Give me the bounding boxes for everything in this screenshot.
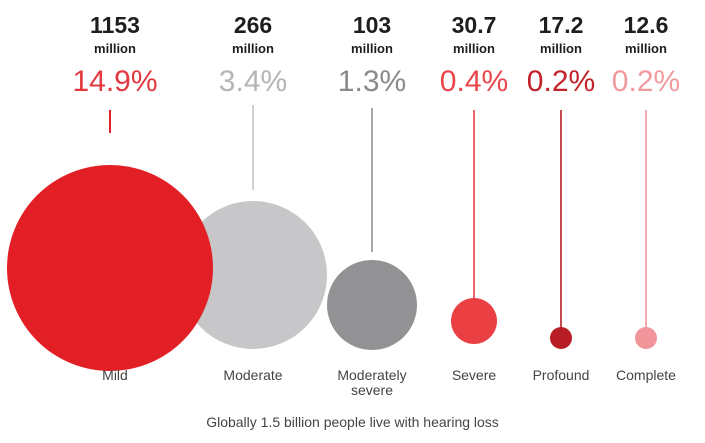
bubble-profound xyxy=(550,327,572,349)
percent-label-profound: 0.2% xyxy=(526,65,596,98)
unit-label-profound: million xyxy=(540,41,582,56)
category-label-profound: Profound xyxy=(532,367,590,383)
category-label-moderately-severe: Moderately severe xyxy=(337,367,407,398)
percent-label-mild: 14.9% xyxy=(72,65,158,98)
unit-label-complete: million xyxy=(625,41,667,56)
category-label-severe: Severe xyxy=(451,367,497,383)
bubble-moderately-severe xyxy=(327,260,417,350)
percent-label-complete: 0.2% xyxy=(611,65,681,98)
percent-label-moderately-severe: 1.3% xyxy=(337,65,407,98)
value-label-severe: 30.7 xyxy=(451,12,497,38)
value-label-moderately-severe: 103 xyxy=(352,12,392,38)
unit-label-severe: million xyxy=(453,41,495,56)
percent-label-severe: 0.4% xyxy=(439,65,509,98)
value-label-profound: 17.2 xyxy=(538,12,584,38)
percent-label-moderate: 3.4% xyxy=(218,65,288,98)
value-label-moderate: 266 xyxy=(233,12,273,38)
category-label-mild: Mild xyxy=(102,367,128,383)
category-label-complete: Complete xyxy=(616,367,676,383)
unit-label-moderate: million xyxy=(232,41,274,56)
unit-label-mild: million xyxy=(94,41,136,56)
value-label-mild: 1153 xyxy=(90,12,140,38)
unit-label-moderately-severe: million xyxy=(351,41,393,56)
bubble-mild xyxy=(7,165,213,371)
category-label-moderate: Moderate xyxy=(223,367,283,383)
bubble-complete xyxy=(635,327,657,349)
bubble-severe xyxy=(451,298,497,344)
value-label-complete: 12.6 xyxy=(623,12,669,38)
chart-caption: Globally 1.5 billion people live with he… xyxy=(206,414,499,430)
